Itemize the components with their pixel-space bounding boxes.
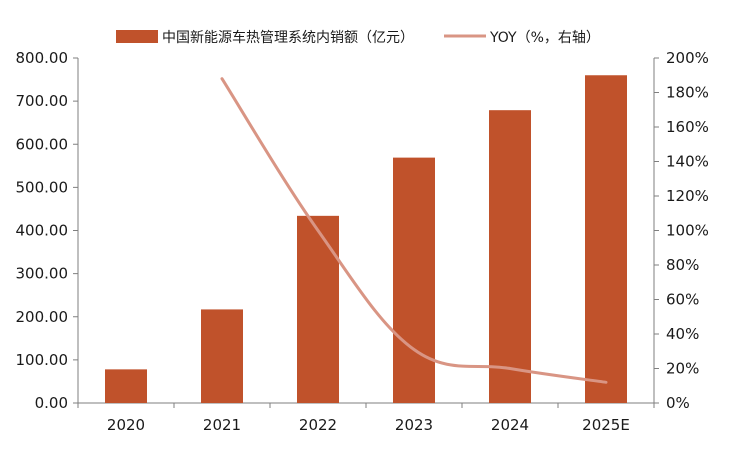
y-right-tick-label: 60% (666, 291, 699, 309)
y-right-tick-label: 140% (666, 153, 709, 171)
legend-bar-label: 中国新能源车热管理系统内销额（亿元） (162, 29, 414, 46)
bar-2024 (489, 110, 531, 404)
y-right-tick-label: 180% (666, 84, 709, 102)
y-right-tick-label: 120% (666, 187, 709, 205)
x-tick-label: 2025E (582, 416, 630, 434)
yoy-line (220, 77, 608, 384)
x-tick-label: 2024 (491, 416, 529, 434)
y-left-tick-label: 0.00 (35, 394, 68, 412)
legend-bar-swatch (116, 30, 158, 43)
x-tick-label: 2021 (203, 416, 241, 434)
y-left-tick-label: 700.00 (16, 92, 69, 110)
legend-line-label: YOY（%，右轴） (489, 30, 600, 46)
tick-labels: 0.00 100.00 200.00 300.00 400.00 500.00 600.00… (16, 49, 709, 434)
yoy-line-layer (220, 77, 608, 384)
y-right-tick-label: 200% (666, 49, 709, 67)
axes (73, 57, 659, 408)
bar-2023 (393, 157, 435, 403)
y-right-tick-label: 20% (666, 360, 699, 378)
y-left-tick-label: 500.00 (16, 178, 69, 196)
y-right-tick-label: 0% (666, 394, 690, 412)
bars (105, 75, 627, 404)
y-right-tick-label: 160% (666, 118, 709, 136)
y-right-tick-label: 40% (666, 325, 699, 343)
x-tick-label: 2023 (395, 416, 433, 434)
y-left-tick-label: 200.00 (16, 308, 69, 326)
legend: 中国新能源车热管理系统内销额（亿元） YOY（%，右轴） (116, 29, 600, 46)
bar-2025E (585, 75, 627, 403)
y-right-tick-label: 100% (666, 222, 709, 240)
y-left-tick-label: 300.00 (16, 265, 69, 283)
y-left-tick-label: 600.00 (16, 135, 69, 153)
y-left-tick-label: 400.00 (16, 222, 69, 240)
bar-2021 (201, 309, 243, 403)
y-left-tick-label: 800.00 (16, 49, 69, 67)
bar-2020 (105, 369, 147, 403)
x-tick-label: 2022 (299, 416, 337, 434)
y-right-tick-label: 80% (666, 256, 699, 274)
y-left-tick-label: 100.00 (16, 351, 69, 369)
x-tick-label: 2020 (107, 416, 145, 434)
bar-2022 (297, 215, 339, 403)
